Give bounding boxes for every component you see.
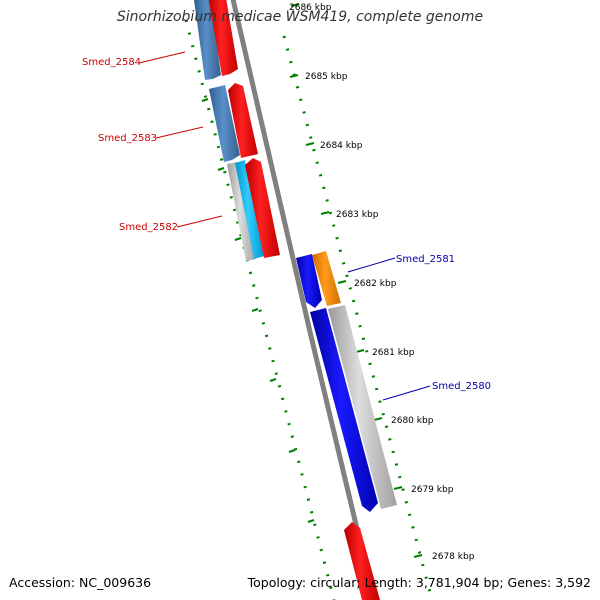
tick-mark	[413, 554, 423, 558]
label-leader-2584	[138, 51, 186, 64]
gene-smed-2583-forward[interactable]	[228, 83, 258, 158]
topology-text: Topology: circular; Length: 3,781,904 bp…	[247, 575, 591, 590]
tick-mark	[201, 98, 209, 102]
tick-mark	[289, 74, 299, 78]
gene-forward-bottom[interactable]	[344, 522, 380, 600]
gene-smed-2581-forward[interactable]	[312, 251, 341, 306]
tick-label: 2679 kbp	[411, 485, 454, 495]
tick-label: 2686 kbp	[289, 3, 332, 13]
tick-label: 2678 kbp	[432, 552, 475, 562]
gene-smed-2584-reverse[interactable]	[194, 0, 221, 80]
left-minor-ticks	[201, 98, 315, 523]
gene-smed-2584-forward[interactable]	[208, 0, 238, 76]
tick-group: 2686 kbp 2685 kbp 2684 kbp 2683 kbp 2682…	[289, 3, 475, 562]
genome-backbone	[230, 0, 377, 600]
label-leader-2581	[347, 257, 396, 273]
label-leader-2580	[382, 385, 431, 401]
label-leader-2583	[155, 126, 204, 139]
tick-label: 2684 kbp	[320, 141, 363, 151]
tick-label: 2680 kbp	[391, 416, 434, 426]
gene-smed-2583-reverse[interactable]	[209, 85, 240, 162]
tick-mark	[288, 449, 296, 453]
tick-mark	[373, 417, 383, 421]
gene-label-smed-2580[interactable]: Smed_2580	[432, 381, 491, 392]
gene-label-smed-2583[interactable]: Smed_2583	[98, 133, 157, 144]
tick-label: 2682 kbp	[354, 279, 397, 289]
tick-mark	[305, 142, 315, 146]
tick-mark	[290, 3, 300, 7]
tick-mark	[234, 237, 242, 241]
tick-mark	[393, 486, 403, 490]
gene-smed-2580-reverse[interactable]	[310, 308, 378, 512]
left-guide-dots	[184, 19, 336, 600]
tick-mark	[217, 167, 225, 171]
gene-smed-2582-forward[interactable]	[245, 158, 280, 258]
gene-smed-2580-grey[interactable]	[328, 305, 397, 509]
tick-mark	[355, 349, 365, 353]
tick-label: 2685 kbp	[305, 72, 348, 82]
label-leader-2582	[176, 215, 223, 228]
tick-label: 2681 kbp	[372, 348, 415, 358]
map-title: Sinorhizobium medicae WSM419, complete g…	[116, 9, 484, 25]
gene-smed-2581-reverse[interactable]	[296, 254, 322, 308]
gene-label-smed-2581[interactable]: Smed_2581	[396, 254, 455, 265]
tick-mark	[307, 519, 315, 523]
tick-mark	[320, 211, 330, 215]
gene-label-smed-2582[interactable]: Smed_2582	[119, 222, 178, 233]
gene-label-smed-2584[interactable]: Smed_2584	[82, 57, 141, 68]
gene-smed-2582-reverse[interactable]	[235, 160, 264, 259]
tick-mark	[269, 378, 277, 382]
accession-text: Accession: NC_009636	[9, 575, 152, 590]
tick-label: 2683 kbp	[336, 210, 379, 220]
tick-mark	[251, 308, 259, 312]
tick-mark	[337, 280, 347, 284]
gene-smed-2582-grey[interactable]	[227, 162, 256, 261]
